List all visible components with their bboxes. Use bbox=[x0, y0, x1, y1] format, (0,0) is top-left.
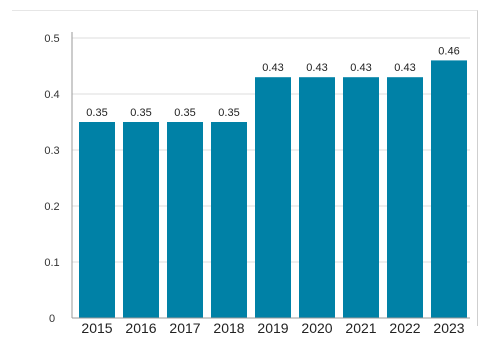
bar-value-label: 0.35 bbox=[86, 107, 107, 119]
bar-value-label: 0.35 bbox=[130, 107, 151, 119]
bar bbox=[79, 122, 115, 318]
x-tick-label: 2021 bbox=[345, 320, 376, 336]
bar bbox=[431, 60, 467, 319]
bar-value-label: 0.35 bbox=[174, 107, 195, 119]
x-tick-label: 2022 bbox=[389, 320, 420, 336]
x-tick-label: 2016 bbox=[125, 320, 156, 336]
bar-value-label: 0.43 bbox=[350, 62, 371, 74]
y-tick-label: 0.1 bbox=[44, 257, 59, 269]
bar-value-label: 0.46 bbox=[438, 45, 459, 57]
bar-value-label: 0.43 bbox=[306, 62, 327, 74]
y-tick-label: 0.3 bbox=[44, 145, 59, 157]
bar bbox=[167, 122, 203, 318]
x-tick-label: 2023 bbox=[433, 320, 464, 336]
x-tick-label: 2015 bbox=[81, 320, 112, 336]
y-tick-label: 0.5 bbox=[44, 33, 59, 45]
bar-value-label: 0.35 bbox=[218, 107, 239, 119]
x-tick-label: 2018 bbox=[213, 320, 244, 336]
x-tick-label: 2017 bbox=[169, 320, 200, 336]
bar-value-label: 0.43 bbox=[394, 62, 415, 74]
x-tick-label: 2020 bbox=[301, 320, 332, 336]
y-tick-label: 0 bbox=[49, 313, 55, 325]
plot-area-border bbox=[12, 10, 478, 326]
x-tick-label: 2019 bbox=[257, 320, 288, 336]
y-tick-label: 0.2 bbox=[44, 201, 59, 213]
bar bbox=[123, 122, 159, 318]
bar bbox=[211, 122, 247, 318]
bar bbox=[343, 77, 379, 318]
bar-value-label: 0.43 bbox=[262, 62, 283, 74]
bar bbox=[255, 77, 291, 318]
bar bbox=[299, 77, 335, 318]
bar bbox=[387, 77, 423, 318]
y-tick-label: 0.4 bbox=[44, 89, 59, 101]
